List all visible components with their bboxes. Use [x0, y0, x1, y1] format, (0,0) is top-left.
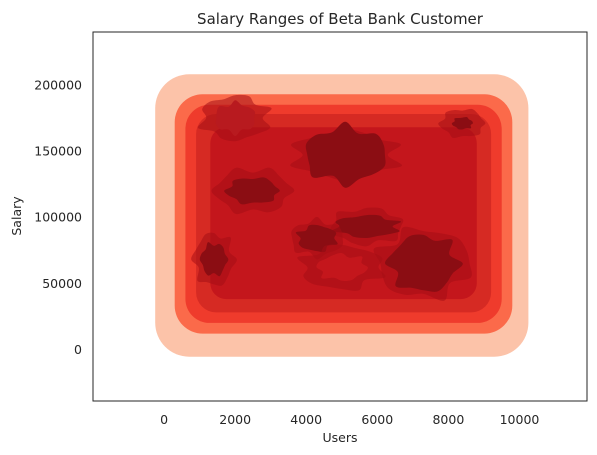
x-tick-label: 2000: [219, 412, 251, 427]
density-peak: [451, 117, 473, 130]
density-peak: [331, 214, 401, 239]
y-axis-ticks: 0 50000 100000 150000 200000: [34, 77, 82, 357]
chart-title: Salary Ranges of Beta Bank Customer: [197, 10, 484, 28]
x-axis-ticks: 0 2000 4000 6000 8000 10000: [160, 412, 539, 427]
density-peak: [199, 242, 229, 277]
x-tick-label: 0: [160, 412, 168, 427]
x-axis-label: Users: [322, 430, 357, 445]
y-tick-label: 150000: [34, 144, 82, 159]
density-peak: [215, 100, 256, 136]
y-tick-label: 100000: [34, 210, 82, 225]
x-tick-label: 6000: [361, 412, 393, 427]
plot-frame: [92, 31, 588, 402]
density-peak: [316, 253, 368, 281]
y-tick-label: 0: [74, 342, 82, 357]
x-tick-label: 8000: [432, 412, 464, 427]
plot-area: [155, 74, 529, 357]
x-tick-label: 4000: [290, 412, 322, 427]
x-tick-label: 10000: [500, 412, 540, 427]
y-tick-label: 50000: [42, 276, 82, 291]
density-peak: [385, 234, 463, 292]
y-tick-label: 200000: [34, 77, 82, 92]
density-peak: [224, 177, 280, 205]
y-axis-label: Salary: [9, 196, 24, 236]
density-peak: [305, 121, 386, 188]
